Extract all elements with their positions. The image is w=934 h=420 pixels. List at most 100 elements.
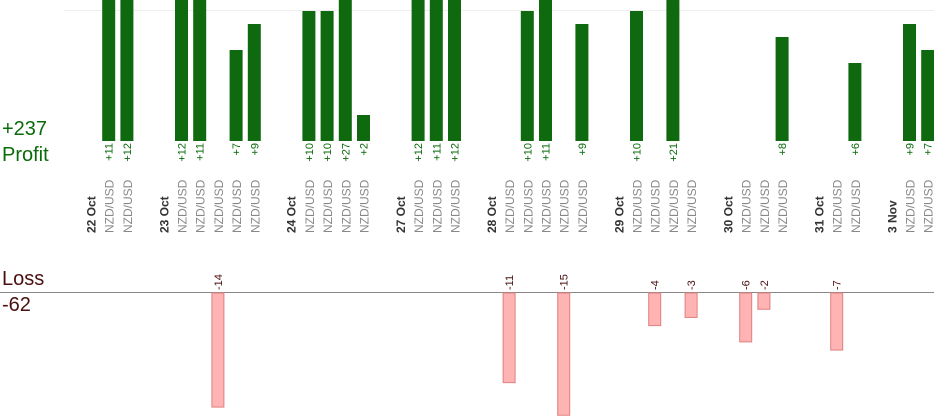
profit-value-label: +11 [431, 143, 443, 161]
date-label: 31 Oct [813, 196, 827, 233]
loss-value-label: -3 [686, 280, 698, 290]
date-label: 22 Oct [85, 196, 99, 233]
pair-label: NZD/USD [558, 179, 572, 233]
profit-value-label: +10 [632, 143, 644, 162]
loss-label: Loss [2, 268, 45, 290]
profit-value-label: +7 [231, 143, 243, 156]
profit-bar [247, 24, 261, 141]
profit-value-label: +10 [322, 143, 334, 162]
pair-label: NZD/USD [430, 179, 444, 233]
profit-value-label: +2 [359, 143, 371, 156]
loss-bar [211, 292, 225, 408]
loss-value-label: -6 [741, 280, 753, 290]
pair-label: NZD/USD [685, 179, 699, 233]
loss-value-label: -7 [832, 280, 844, 290]
pair-label: NZD/USD [849, 179, 863, 233]
pair-label: NZD/USD [576, 179, 590, 233]
profit-value-label: +12 [413, 143, 425, 162]
profit-value-label: +27 [340, 143, 352, 162]
pair-label: NZD/USD [831, 179, 845, 233]
profit-value-label: +6 [850, 143, 862, 156]
profit-total: +237 [2, 118, 48, 140]
profit-bar [175, 0, 188, 141]
pair-label: NZD/USD [212, 179, 226, 233]
loss-bar [502, 292, 516, 384]
pair-label: NZD/USD [521, 179, 535, 233]
pair-label: NZD/USD [758, 179, 772, 233]
pair-label: NZD/USD [339, 179, 353, 233]
profit-bar [666, 0, 680, 141]
profit-value-label: +7 [923, 143, 934, 156]
profit-bar [338, 0, 352, 141]
date-label: 23 Oct [157, 196, 171, 233]
loss-bar [648, 292, 662, 327]
pair-label: NZD/USD [303, 179, 317, 233]
pair-label: NZD/USD [631, 179, 645, 233]
pair-label: NZD/USD [248, 179, 262, 233]
pair-label: NZD/USD [667, 179, 681, 233]
profit-bar [120, 0, 134, 141]
date-label: 30 Oct [722, 196, 736, 233]
profit-bar [357, 115, 370, 141]
profit-value-label: +9 [905, 143, 917, 156]
pair-label: NZD/USD [230, 179, 244, 233]
profit-value-label: +9 [249, 143, 261, 156]
profit-bar [193, 0, 207, 141]
date-label: 24 Oct [285, 196, 299, 233]
profit-bar [411, 0, 425, 141]
profit-bar [320, 11, 334, 141]
profit-value-label: +21 [668, 143, 680, 162]
pair-label: NZD/USD [176, 179, 190, 233]
profit-value-label: +10 [522, 143, 534, 162]
pair-label: NZD/USD [121, 179, 135, 233]
profit-bar [575, 24, 589, 141]
pair-label: NZD/USD [503, 179, 517, 233]
pair-label: NZD/USD [776, 179, 790, 233]
profit-value-label: +9 [577, 143, 589, 156]
profit-value-label: +11 [104, 143, 116, 161]
loss-bar [684, 292, 698, 318]
profit-bar [921, 50, 934, 141]
date-label: 28 Oct [485, 196, 499, 233]
profit-bar [775, 37, 789, 141]
pair-label: NZD/USD [103, 179, 117, 233]
pair-label: NZD/USD [740, 179, 754, 233]
pair-label: NZD/USD [649, 179, 663, 233]
pair-label: NZD/USD [449, 179, 463, 233]
pair-label: NZD/USD [321, 179, 335, 233]
loss-value-label: -14 [213, 274, 225, 290]
profit-bar [520, 11, 534, 141]
profit-bar [539, 0, 552, 141]
pair-label: NZD/USD [922, 179, 934, 233]
date-label: 27 Oct [394, 196, 408, 233]
profit-label: Profit [2, 144, 49, 166]
profit-value-label: +11 [541, 143, 553, 161]
loss-bar [739, 292, 753, 343]
profit-value-label: +12 [450, 143, 462, 162]
date-label: 29 Oct [612, 196, 626, 233]
date-label: 3 Nov [885, 200, 899, 233]
loss-value-label: -11 [504, 275, 516, 290]
loss-bar [757, 292, 771, 310]
pair-label: NZD/USD [412, 179, 426, 233]
loss-value-label: -4 [650, 280, 662, 290]
profit-bar [448, 0, 461, 141]
profit-bar [630, 11, 643, 141]
pair-label: NZD/USD [358, 179, 372, 233]
profit-value-label: +8 [777, 143, 789, 156]
loss-value-label: -15 [559, 274, 571, 290]
profit-value-label: +10 [304, 143, 316, 162]
loss-bar [557, 292, 571, 416]
pair-label: NZD/USD [904, 179, 918, 233]
loss-bar [830, 292, 844, 351]
loss-total: -62 [2, 294, 31, 316]
profit-bar [229, 50, 243, 141]
profit-bar [903, 24, 916, 141]
profit-bar [102, 0, 116, 141]
profit-value-label: +12 [177, 143, 189, 162]
profit-value-label: +12 [122, 143, 134, 162]
loss-value-label: -2 [759, 280, 771, 290]
pair-label: NZD/USD [540, 179, 554, 233]
profit-value-label: +11 [195, 143, 207, 161]
profit-bar [302, 11, 316, 141]
